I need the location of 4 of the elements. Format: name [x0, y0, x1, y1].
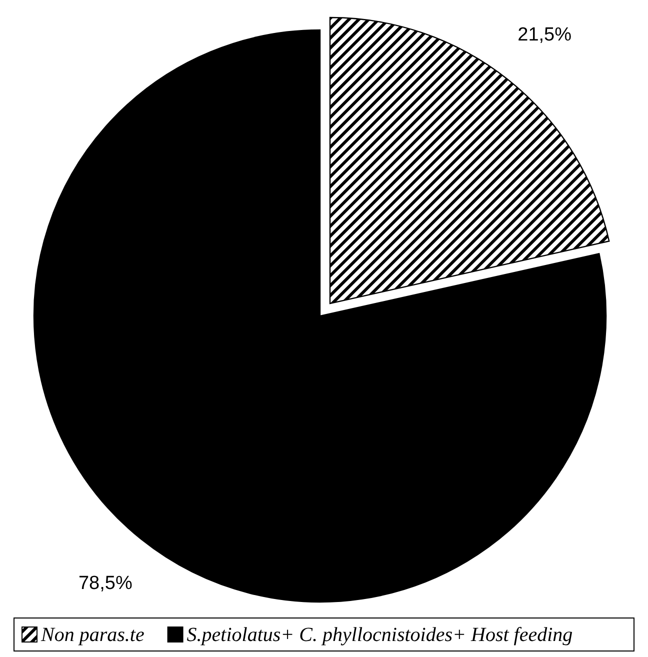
data-label: 21,5% — [518, 24, 572, 46]
data-label: 78,5% — [78, 572, 132, 594]
legend-label: S.petiolatus+ C. phyllocnistoides+ Host feeding — [186, 624, 573, 646]
legend-label: Non paras.te — [40, 624, 144, 646]
